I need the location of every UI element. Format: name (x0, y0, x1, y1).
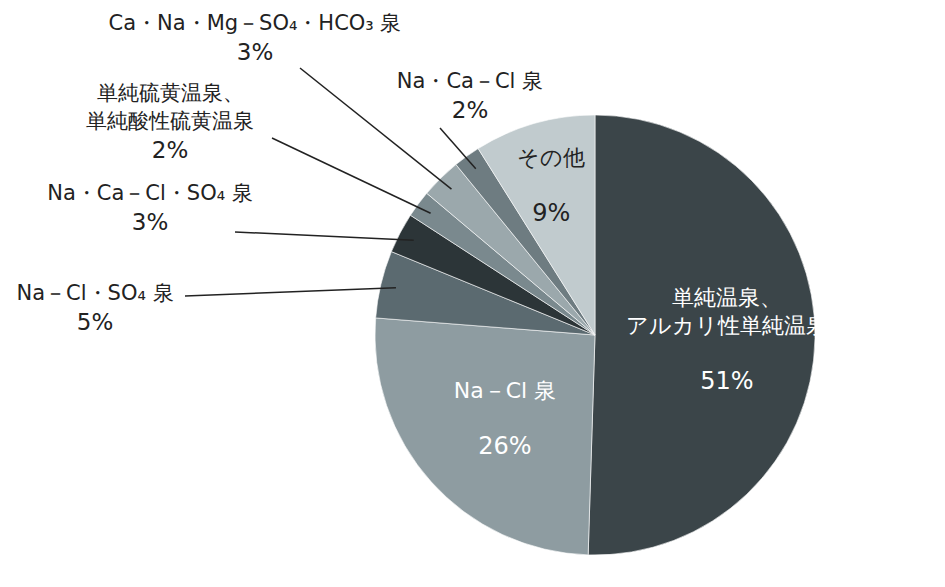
svg-text:Na・Ca－Cl・SO₄ 泉: Na・Ca－Cl・SO₄ 泉 (47, 181, 253, 205)
svg-text:26%: 26% (478, 432, 531, 460)
svg-text:その他: その他 (517, 145, 585, 170)
svg-text:3%: 3% (237, 39, 274, 65)
svg-text:5%: 5% (77, 309, 114, 335)
svg-text:Na－Cl・SO₄ 泉: Na－Cl・SO₄ 泉 (16, 281, 173, 305)
svg-text:Ca・Na・Mg－SO₄・HCO₃ 泉: Ca・Na・Mg－SO₄・HCO₃ 泉 (109, 11, 402, 35)
svg-text:単純温泉、: 単純温泉、 (672, 285, 782, 310)
svg-text:Na・Ca－Cl 泉: Na・Ca－Cl 泉 (397, 69, 543, 93)
svg-text:3%: 3% (132, 209, 169, 235)
svg-text:単純酸性硫黄温泉: 単純酸性硫黄温泉 (86, 109, 254, 133)
svg-text:2%: 2% (152, 137, 189, 163)
svg-text:9%: 9% (532, 199, 570, 227)
svg-text:単純硫黄温泉、: 単純硫黄温泉、 (97, 81, 244, 105)
svg-text:Na－Cl 泉: Na－Cl 泉 (454, 378, 556, 403)
svg-text:アルカリ性単純温泉: アルカリ性単純温泉 (626, 313, 828, 338)
svg-text:51%: 51% (700, 367, 753, 395)
svg-text:2%: 2% (452, 97, 489, 123)
